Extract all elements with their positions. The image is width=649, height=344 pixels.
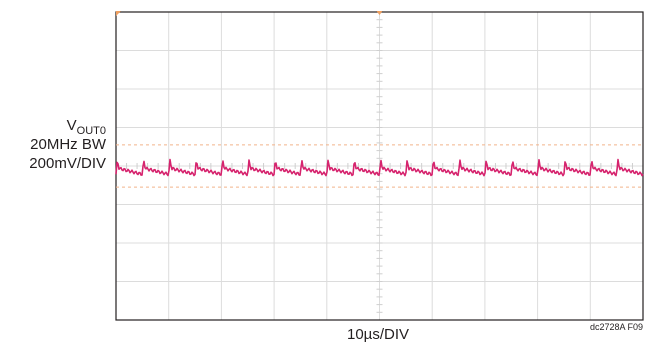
trigger-markers bbox=[116, 11, 383, 16]
channel-label: VOUT0 bbox=[67, 117, 106, 137]
trigger-marker-top bbox=[376, 11, 383, 15]
figure-code: dc2728A F09 bbox=[590, 322, 643, 332]
trigger-marker-left bbox=[116, 11, 121, 16]
time-scale-label: 10µs/DIV bbox=[347, 326, 409, 343]
cursor-lines bbox=[116, 144, 643, 188]
vout0-trace bbox=[115, 158, 644, 177]
vertical-scale-label: 200mV/DIV bbox=[29, 155, 106, 172]
bandwidth-label: 20MHz BW bbox=[30, 136, 107, 153]
